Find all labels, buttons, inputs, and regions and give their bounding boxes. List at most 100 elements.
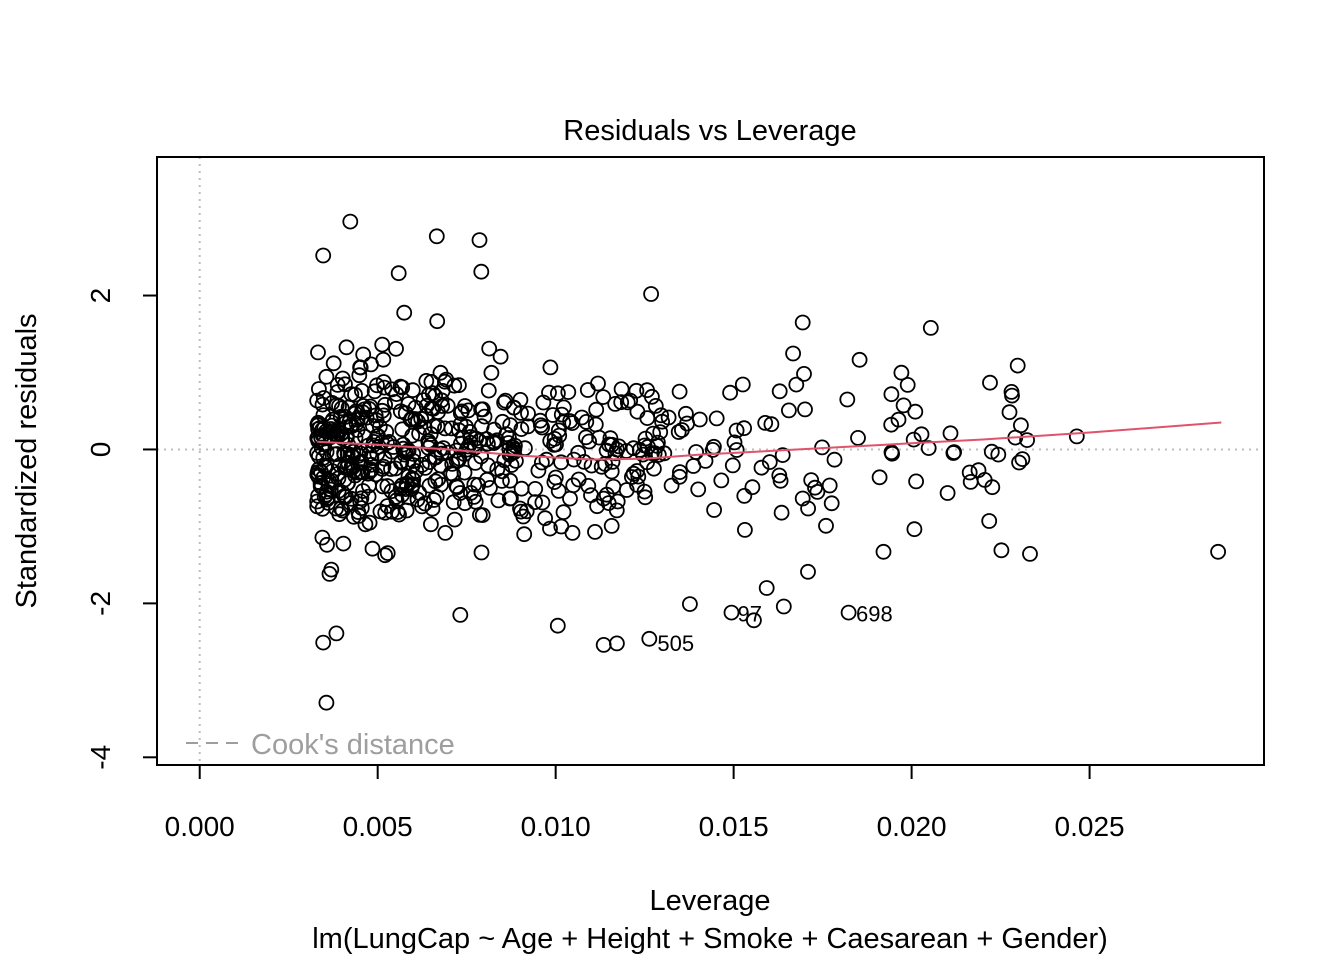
model-subtitle: lm(LungCap ~ Age + Height + Smoke + Caes… xyxy=(312,923,1108,955)
y-axis: -4 -2 0 2 xyxy=(85,288,158,770)
data-point xyxy=(613,381,630,398)
data-point xyxy=(439,397,456,414)
data-point xyxy=(312,478,329,495)
data-point xyxy=(474,507,491,523)
data-point xyxy=(639,382,655,399)
data-point xyxy=(534,494,551,511)
data-point xyxy=(520,405,536,422)
data-point xyxy=(451,422,467,439)
data-point xyxy=(378,423,395,440)
legend: Cook's distance xyxy=(186,729,455,761)
data-point xyxy=(939,485,956,501)
data-point xyxy=(726,434,743,451)
data-point xyxy=(682,596,698,612)
data-point xyxy=(893,364,910,381)
data-point xyxy=(498,426,515,443)
data-point xyxy=(383,503,400,520)
data-point xyxy=(386,394,403,410)
data-point xyxy=(450,377,467,394)
data-point xyxy=(871,469,888,486)
data-point xyxy=(542,520,558,537)
data-point xyxy=(797,401,813,418)
data-point xyxy=(352,493,369,510)
data-point xyxy=(471,232,488,249)
data-point xyxy=(363,450,380,467)
data-point xyxy=(757,414,774,431)
data-point xyxy=(550,422,567,439)
data-point xyxy=(672,464,688,481)
data-point xyxy=(753,459,770,476)
data-point xyxy=(990,446,1007,463)
data-point xyxy=(576,453,593,470)
data-point xyxy=(393,454,409,471)
data-point xyxy=(580,477,597,494)
data-point xyxy=(452,607,469,623)
data-point xyxy=(691,411,708,428)
data-point xyxy=(473,263,490,280)
data-point xyxy=(503,457,520,473)
data-point xyxy=(456,464,473,481)
data-point xyxy=(547,469,564,486)
data-point xyxy=(466,488,482,505)
data-point xyxy=(474,401,491,418)
data-point xyxy=(773,504,790,521)
data-point xyxy=(962,473,979,490)
data-point xyxy=(883,386,900,403)
data-point xyxy=(674,422,690,438)
data-point xyxy=(1068,428,1085,445)
data-point xyxy=(771,383,788,400)
data-point xyxy=(323,414,340,431)
chart-title: Residuals vs Leverage xyxy=(563,115,856,147)
data-point xyxy=(590,375,606,392)
data-point xyxy=(542,432,559,449)
data-point xyxy=(775,598,792,615)
data-point xyxy=(342,213,359,230)
data-point xyxy=(310,381,327,397)
data-point xyxy=(376,379,393,396)
data-point xyxy=(513,480,530,497)
data-point xyxy=(840,604,857,621)
data-point xyxy=(452,405,469,422)
data-point xyxy=(807,479,823,496)
data-point xyxy=(360,488,377,505)
point-annotations: 505 97 698 xyxy=(657,602,892,656)
data-point xyxy=(611,438,627,455)
point-label: 505 xyxy=(657,631,694,656)
data-point xyxy=(446,511,463,528)
data-point xyxy=(542,359,559,376)
data-point xyxy=(534,454,550,471)
data-point xyxy=(905,431,922,448)
data-point xyxy=(587,524,603,540)
data-point xyxy=(443,420,460,437)
data-point xyxy=(500,430,517,446)
data-point xyxy=(324,463,341,480)
data-point xyxy=(591,429,607,446)
data-point xyxy=(363,456,380,473)
data-point xyxy=(388,340,404,357)
data-point xyxy=(355,483,371,499)
data-point xyxy=(383,443,400,460)
data-point xyxy=(788,376,805,393)
point-label: 698 xyxy=(856,602,893,627)
data-point xyxy=(708,410,725,427)
data-point xyxy=(785,345,801,362)
data-point xyxy=(1019,432,1035,449)
data-point xyxy=(315,390,332,406)
data-point xyxy=(628,382,645,399)
data-point xyxy=(446,377,463,394)
data-point xyxy=(746,612,762,629)
data-point xyxy=(394,379,411,396)
data-point xyxy=(513,404,529,421)
data-point xyxy=(325,355,342,372)
data-point xyxy=(573,409,590,426)
data-point xyxy=(405,453,422,469)
data-point xyxy=(322,481,339,498)
data-point xyxy=(800,500,816,517)
data-point xyxy=(493,472,510,489)
data-point xyxy=(322,429,339,446)
data-point xyxy=(826,451,843,468)
smooth-line xyxy=(317,421,1222,461)
data-point xyxy=(728,442,745,458)
data-point xyxy=(1011,454,1027,471)
data-point xyxy=(713,472,730,489)
